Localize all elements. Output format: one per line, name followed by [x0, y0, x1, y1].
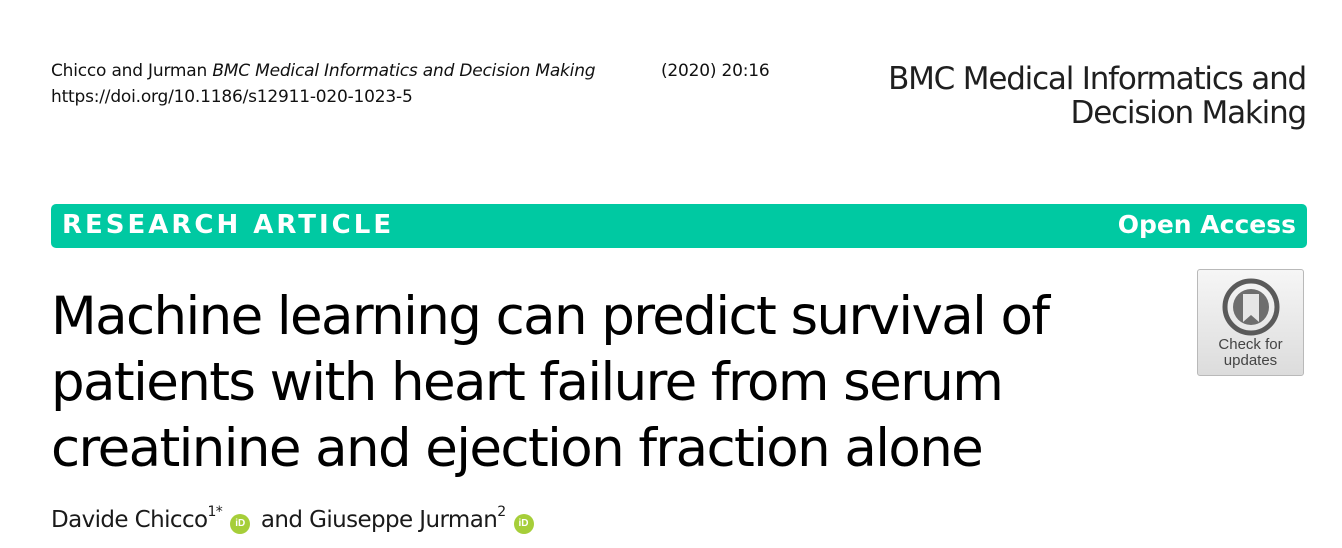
check-for-updates-line-2: updates — [1223, 352, 1278, 369]
citation-year-volume: (2020) 20:16 — [661, 61, 770, 81]
citation-journal: BMC Medical Informatics and Decision Mak… — [212, 61, 596, 81]
orcid-icon[interactable]: iD — [230, 514, 251, 534]
author-list: Davide Chicco1* iD and Giuseppe Jurman2 iD — [51, 505, 538, 535]
orcid-icon[interactable]: iD — [513, 514, 534, 534]
article-type-label: RESEARCH ARTICLE — [62, 210, 395, 240]
journal-logo[interactable]: BMC Medical Informatics and Decision Mak… — [888, 61, 1308, 131]
crossmark-icon — [1222, 278, 1280, 336]
open-access-label: Open Access — [1117, 210, 1296, 239]
journal-logo-line-1: BMC Medical Informatics and — [888, 61, 1307, 97]
title-line-1: Machine learning can predict survival of — [51, 286, 1050, 347]
citation-block: Chicco and Jurman BMC Medical Informatic… — [51, 58, 770, 110]
citation-authors: Chicco and Jurman — [51, 61, 208, 81]
author-affiliation: 2 — [497, 504, 506, 521]
check-for-updates-line-1: Check for — [1218, 336, 1283, 353]
author-joiner: and — [260, 507, 303, 533]
title-line-3: creatinine and ejection fraction alone — [51, 418, 984, 479]
author-name[interactable]: Giuseppe Jurman — [309, 507, 498, 533]
citation-line: Chicco and Jurman BMC Medical Informatic… — [51, 58, 596, 84]
article-type-banner: RESEARCH ARTICLE Open Access — [51, 204, 1307, 248]
title-line-2: patients with heart failure from serum — [51, 352, 1004, 413]
author-affiliation: 1* — [207, 504, 223, 521]
author-name[interactable]: Davide Chicco — [51, 507, 208, 533]
journal-logo-line-2: Decision Making — [1070, 95, 1308, 131]
doi-link[interactable]: https://doi.org/10.1186/s12911-020-1023-… — [51, 87, 413, 107]
article-title: Machine learning can predict survival of… — [51, 284, 1151, 482]
check-for-updates-button[interactable]: Check for updates — [1197, 269, 1304, 376]
